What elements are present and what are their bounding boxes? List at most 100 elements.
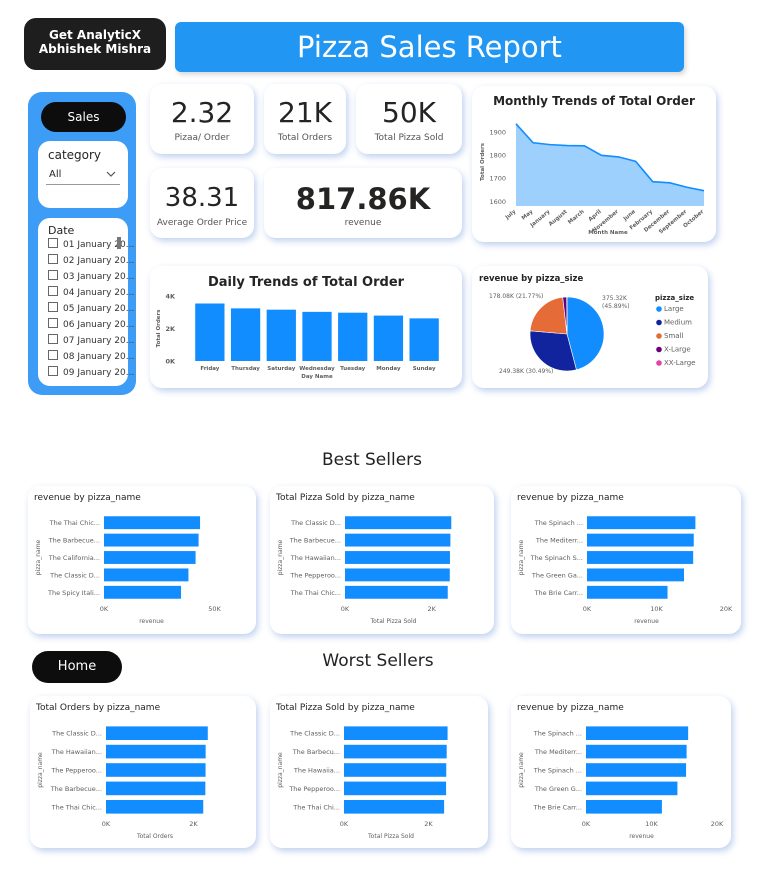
y-tick-label: The Hawaiian... bbox=[290, 554, 341, 562]
legend-entry: X-Large bbox=[664, 346, 691, 354]
worst-sellers-card-3: revenue by pizza_name The Spinach ... The … bbox=[511, 696, 731, 848]
date-option[interactable]: 05 January 20... bbox=[48, 302, 134, 316]
y-tick-label: 1700 bbox=[489, 175, 506, 183]
checkbox-icon[interactable] bbox=[48, 334, 58, 344]
bar bbox=[586, 799, 662, 814]
worst-sellers-card-1: Total Orders by pizza_name The Classic D.… bbox=[30, 696, 256, 848]
bar bbox=[195, 303, 225, 361]
kpi-label: Total Orders bbox=[277, 133, 333, 143]
bar bbox=[104, 551, 196, 564]
bar bbox=[586, 781, 678, 796]
y-tick-label: 1800 bbox=[489, 152, 506, 160]
bar bbox=[230, 308, 261, 361]
pie-slice bbox=[529, 330, 577, 372]
bar bbox=[106, 781, 206, 796]
category-dropdown[interactable]: All bbox=[46, 166, 120, 185]
checkbox-icon[interactable] bbox=[48, 286, 58, 296]
bar bbox=[106, 726, 208, 741]
kpi-card-revenue: 817.86K revenue bbox=[264, 168, 462, 238]
bar bbox=[106, 763, 206, 777]
y-tick-label: 1600 bbox=[489, 198, 506, 206]
bar bbox=[302, 311, 332, 361]
date-option-label: 06 January 20... bbox=[63, 320, 135, 330]
y-axis-label: Total Orders bbox=[480, 142, 486, 181]
x-tick-label: 0K bbox=[340, 820, 349, 828]
x-axis-label: Total Orders bbox=[136, 833, 173, 840]
slice-data-label: (45.89%) bbox=[602, 303, 630, 310]
bar bbox=[373, 315, 404, 361]
kpi-card-pizza-per-order: 2.32 Pizaa/ Order bbox=[150, 84, 254, 154]
date-option[interactable]: 04 January 20... bbox=[48, 286, 134, 300]
y-tick-label: The Barbecue... bbox=[48, 537, 100, 545]
brand-line1: Get AnalyticX bbox=[49, 28, 141, 42]
date-option[interactable]: 02 January 20... bbox=[48, 254, 134, 268]
x-axis-label: revenue bbox=[629, 833, 654, 840]
sales-button[interactable]: Sales bbox=[41, 102, 126, 132]
y-tick-label: The Thai Chic... bbox=[290, 589, 341, 597]
best-sellers-card-1: revenue by pizza_name The Thai Chic... The… bbox=[28, 486, 256, 634]
legend-marker bbox=[656, 333, 662, 339]
legend-title: pizza_size bbox=[655, 294, 694, 302]
y-tick-label: The Green Ga... bbox=[531, 571, 583, 579]
date-option-label: 01 January 20... bbox=[63, 240, 135, 250]
kpi-label: Total Pizza Sold bbox=[374, 133, 444, 143]
kpi-value: 817.86K bbox=[295, 182, 431, 216]
best-sellers-card-3: revenue by pizza_name The Spinach ... The … bbox=[511, 486, 741, 634]
monthly-trends-card: Monthly Trends of Total Order 1600 1700 180… bbox=[472, 86, 716, 242]
category-value: All bbox=[49, 169, 62, 180]
area-fill bbox=[516, 123, 704, 206]
worst-sellers-chart-2: Total Pizza Sold by pizza_name The Classi… bbox=[275, 703, 448, 840]
y-tick-label: The Thai Chic... bbox=[49, 519, 100, 527]
kpi-label: revenue bbox=[344, 218, 382, 228]
chevron-down-icon bbox=[106, 171, 116, 177]
y-tick-label: The California... bbox=[48, 554, 100, 562]
date-option-label: 04 January 20... bbox=[63, 288, 135, 298]
y-axis-label: pizza_name bbox=[277, 539, 284, 575]
y-axis-label: pizza_name bbox=[35, 539, 42, 575]
date-option[interactable]: 03 January 20... bbox=[48, 270, 134, 284]
bar bbox=[586, 726, 689, 741]
home-button[interactable]: Home bbox=[32, 651, 122, 683]
date-option[interactable]: 09 January 20... bbox=[48, 366, 134, 380]
checkbox-icon[interactable] bbox=[48, 350, 58, 360]
date-option[interactable]: 08 January 20... bbox=[48, 350, 134, 364]
worst-sellers-title: Worst Sellers bbox=[322, 651, 434, 671]
y-axis-label: pizza_name bbox=[37, 752, 44, 788]
slice-data-label: 249.38K (30.49%) bbox=[499, 368, 553, 375]
y-tick-label: The Pepperoo... bbox=[50, 767, 102, 775]
y-tick-label: The Green G... bbox=[534, 785, 582, 793]
x-tick-label: 0K bbox=[102, 820, 111, 828]
date-option[interactable]: 01 January 20... bbox=[48, 238, 134, 252]
checkbox-icon[interactable] bbox=[48, 318, 58, 328]
kpi-value: 21K bbox=[278, 96, 332, 129]
x-tick-label: March bbox=[567, 209, 586, 226]
x-axis-label: Day Name bbox=[301, 374, 333, 380]
bar bbox=[338, 312, 368, 361]
y-tick-label: The Hawaiia... bbox=[293, 767, 340, 775]
y-tick-label: The Thai Chic... bbox=[51, 803, 102, 811]
legend-entry: XX-Large bbox=[664, 359, 695, 367]
y-tick-label: The Brie Carr... bbox=[533, 589, 583, 597]
checkbox-icon[interactable] bbox=[48, 238, 58, 248]
date-option-label: 02 January 20... bbox=[63, 256, 135, 266]
legend-entry: Large bbox=[664, 305, 684, 313]
checkbox-icon[interactable] bbox=[48, 254, 58, 264]
date-option[interactable]: 06 January 20... bbox=[48, 318, 134, 332]
kpi-card-total-pizza-sold: 50K Total Pizza Sold bbox=[356, 84, 462, 154]
checkbox-icon[interactable] bbox=[48, 270, 58, 280]
checkbox-icon[interactable] bbox=[48, 366, 58, 376]
monthly-trends-chart: Monthly Trends of Total Order 1600 1700 180… bbox=[480, 94, 705, 236]
x-tick-label: July bbox=[504, 209, 518, 222]
slice-data-label: 375.32K bbox=[602, 295, 628, 302]
date-scrollbar[interactable] bbox=[117, 237, 121, 249]
y-tick-label: The Hawaiian... bbox=[51, 748, 102, 756]
date-option-label: 05 January 20... bbox=[63, 304, 135, 314]
best-sellers-chart-1: revenue by pizza_name The Thai Chic... The… bbox=[34, 493, 222, 625]
chart-title: revenue by pizza_name bbox=[517, 703, 624, 713]
category-label: category bbox=[48, 148, 102, 162]
checkbox-icon[interactable] bbox=[48, 302, 58, 312]
series-line bbox=[515, 123, 705, 192]
bar bbox=[587, 533, 694, 547]
date-option[interactable]: 07 January 20... bbox=[48, 334, 134, 348]
y-tick-label: 4K bbox=[165, 293, 176, 301]
